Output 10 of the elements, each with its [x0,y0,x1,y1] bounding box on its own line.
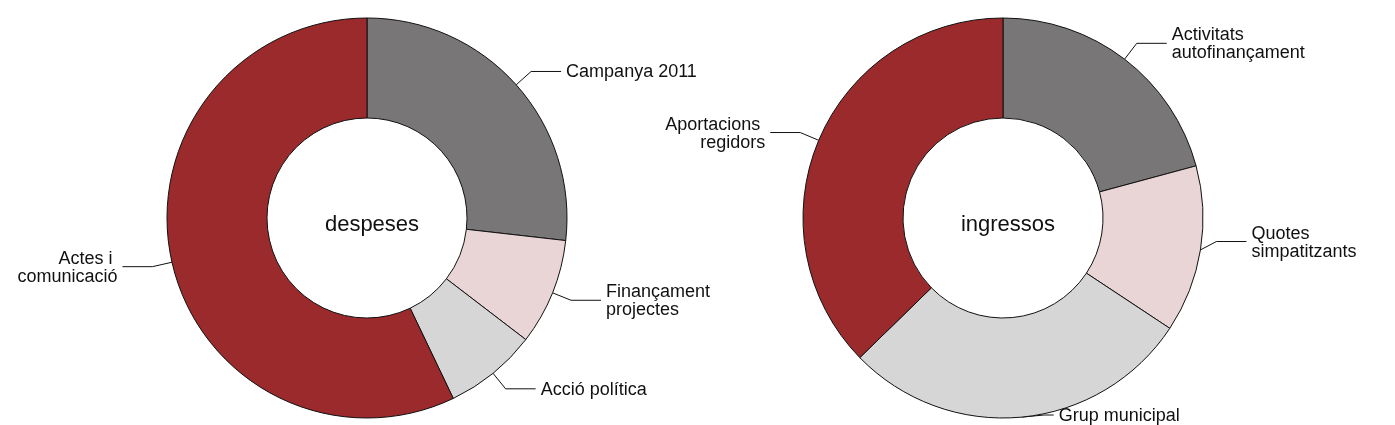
slice-label: Acció política [540,378,648,399]
slice-label: Aportacions regidors [665,113,766,152]
text: despeses [324,210,420,236]
slice-label: Grup municipal [1058,405,1180,425]
slice-label: Campanya 2011 [566,61,697,82]
slice-label: Activitats autofinançament [1171,24,1305,63]
slice-label: Actes i comunicació [17,247,118,286]
slice-label: Quotes simpatitzants [1251,222,1357,261]
slice-label: Finançament projectes [606,281,716,320]
text: ingressos [960,210,1056,236]
